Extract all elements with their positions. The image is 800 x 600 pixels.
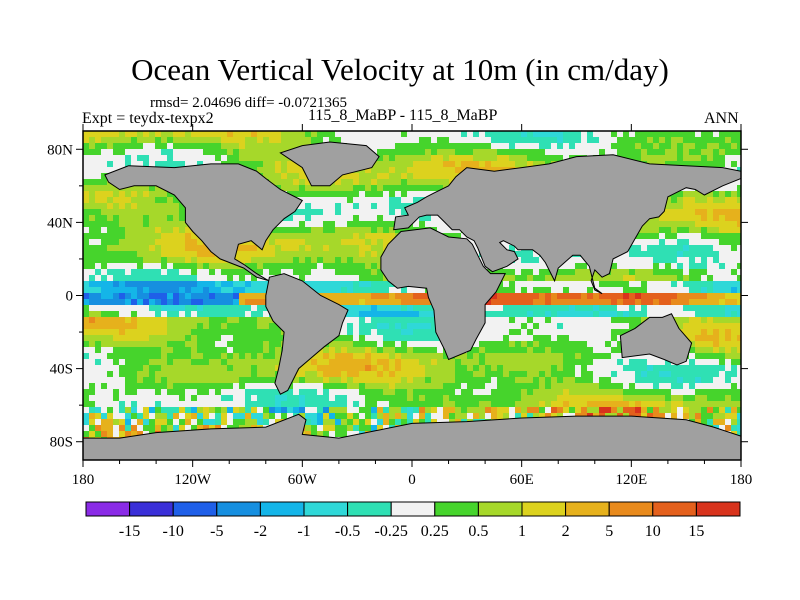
land-africa: [380, 227, 507, 361]
y-tick-label: 0: [66, 289, 74, 305]
colorbar-swatch: [259, 501, 305, 517]
colorbar-label: -1: [297, 523, 310, 540]
colorbar-swatch: [652, 501, 697, 517]
experiment-label: Expt = teydx-texpx2: [82, 110, 214, 127]
land-eurasia: [393, 154, 741, 295]
colorbar-swatch: [477, 501, 523, 517]
x-tick-label: 0: [408, 472, 416, 488]
x-tick-label: 120W: [174, 472, 212, 488]
land-antarctica: [83, 413, 741, 460]
colorbar-swatch: [172, 501, 218, 517]
colorbar-label: 5: [605, 523, 613, 540]
colorbar-swatch: [129, 501, 174, 517]
chart-title: Ocean Vertical Velocity at 10m (in cm/da…: [131, 52, 669, 87]
colorbar-label: -2: [254, 523, 267, 540]
y-tick-label: 40S: [50, 362, 73, 378]
colorbar-label: 2: [562, 523, 570, 540]
season-label: ANN: [704, 110, 739, 127]
case-label: 115_8_MaBP - 115_8_MaBP: [308, 107, 498, 124]
colorbar-label: -10: [163, 523, 184, 540]
y-tick-label: 40N: [47, 215, 73, 231]
land-south_america: [265, 273, 349, 395]
x-tick-label: 120E: [615, 472, 647, 488]
land-north_america: [104, 163, 304, 282]
colorbar-label: 0.5: [468, 523, 488, 540]
x-tick-label: 60E: [510, 472, 534, 488]
colorbar-swatch: [695, 501, 741, 517]
colorbar-swatch: [521, 501, 567, 517]
land-masses: [83, 141, 741, 460]
colorbar-label: 0.25: [421, 523, 449, 540]
colorbar-label: -0.25: [375, 523, 408, 540]
colorbar-swatch: [390, 501, 436, 517]
colorbar-label: -15: [119, 523, 140, 540]
x-tick-label: 180: [72, 472, 95, 488]
colorbar-swatch: [565, 501, 610, 517]
colorbar-label: 1: [518, 523, 526, 540]
colorbar-swatch: [434, 501, 479, 517]
colorbar-label: 15: [688, 523, 704, 540]
colorbar-swatch: [216, 501, 261, 517]
colorbar-swatch: [608, 501, 654, 517]
y-tick-label: 80S: [50, 435, 73, 451]
colorbar-label: 10: [645, 523, 661, 540]
y-tick-label: 80N: [47, 142, 73, 158]
colorbar-swatch: [85, 501, 131, 517]
stats-label: rmsd= 2.04696 diff= -0.0721365: [150, 95, 348, 111]
colorbar-label: -0.5: [335, 523, 360, 540]
x-tick-label: 180: [730, 472, 753, 488]
x-tick-label: 60W: [288, 472, 318, 488]
colorbar-swatch: [347, 501, 392, 517]
land-australia: [619, 313, 693, 366]
land-greenland: [279, 141, 380, 187]
colorbar-swatch: [303, 501, 349, 517]
colorbar-label: -5: [210, 523, 223, 540]
